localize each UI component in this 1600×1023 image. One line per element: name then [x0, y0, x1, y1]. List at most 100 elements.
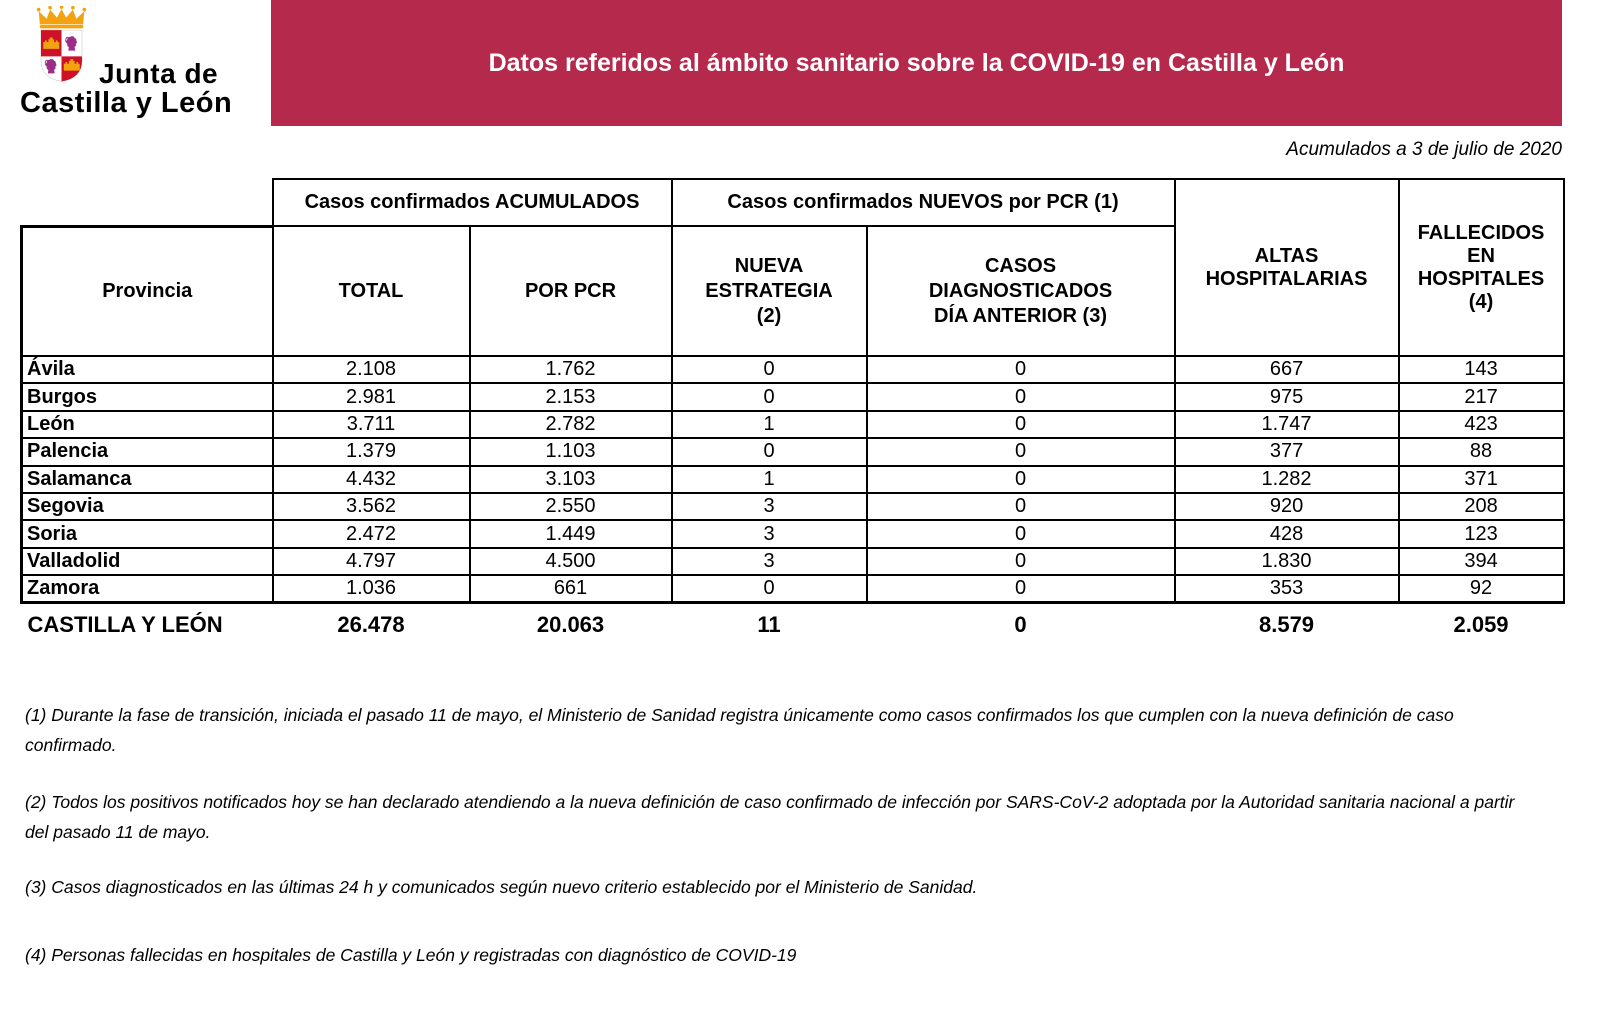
cell-total: 3.711 [271, 409, 471, 440]
table-row: Burgos 2.981 2.153 0 0 975 217 [20, 382, 1565, 412]
col-header-fallecidos: FALLECIDOS EN HOSPITALES (4) [1397, 178, 1565, 357]
total-altas: 8.579 [1258, 612, 1315, 638]
header-spacer [22, 179, 273, 226]
cell-diag-dia-anterior: 0 [865, 546, 1176, 577]
logo-text-line2: Castilla y León [20, 87, 233, 119]
total-nueva-estrategia: 11 [757, 612, 781, 638]
cell-total: 4.797 [271, 546, 471, 577]
cell-nueva-estrategia: 3 [670, 519, 868, 549]
cell-nueva-estrategia: 1 [670, 409, 868, 440]
cell-por-pcr: 661 [468, 574, 673, 605]
cell-diag-dia-anterior: 0 [865, 519, 1176, 549]
cell-altas: 1.747 [1173, 409, 1400, 440]
footnote-2: (2) Todos los positivos notificados hoy … [25, 792, 1515, 842]
table-row: Palencia 1.379 1.103 0 0 377 88 [20, 437, 1565, 467]
footnote-1: (1) Durante la fase de transición, inici… [25, 705, 1454, 755]
col-header-por-pcr: POR PCR [468, 225, 673, 357]
footnote-3: (3) Casos diagnosticados en las últimas … [25, 877, 978, 897]
col-header-nueva-estrategia: NUEVA ESTRATEGIA (2) [670, 225, 868, 357]
cell-diag-dia-anterior: 0 [865, 382, 1176, 412]
cell-nueva-estrategia: 0 [670, 437, 868, 467]
cell-nueva-estrategia: 0 [670, 354, 868, 385]
cell-nueva-estrategia: 0 [670, 382, 868, 412]
covid-table-wrapper: Casos confirmados ACUMULADOS Casos confi… [20, 178, 1565, 647]
table-row: León 3.711 2.782 1 0 1.747 423 [20, 409, 1565, 440]
group-header-nuevos: Casos confirmados NUEVOS por PCR (1) [670, 178, 1176, 227]
total-fallecidos: 2.059 [1453, 612, 1509, 638]
cell-nueva-estrategia: 1 [670, 464, 868, 494]
cell-provincia: Soria [20, 519, 274, 549]
cell-provincia: Valladolid [20, 546, 274, 577]
col-header-total: TOTAL [271, 225, 471, 357]
date-note: Acumulados a 3 de julio de 2020 [1286, 139, 1562, 160]
logo-text-line1: Junta de [99, 58, 219, 89]
cell-por-pcr: 4.500 [468, 546, 673, 577]
cell-diag-dia-anterior: 0 [865, 354, 1176, 385]
footnote-4: (4) Personas fallecidas en hospitales de… [25, 945, 797, 965]
cell-altas: 428 [1173, 519, 1400, 549]
group-header-row: Casos confirmados ACUMULADOS Casos confi… [22, 178, 1565, 357]
col-header-altas: ALTAS HOSPITALARIAS [1173, 178, 1400, 357]
cell-por-pcr: 2.153 [468, 382, 673, 412]
cell-provincia: Burgos [20, 382, 274, 412]
cell-altas: 667 [1173, 354, 1400, 385]
cell-provincia: Ávila [20, 354, 274, 385]
cell-por-pcr: 1.103 [468, 437, 673, 467]
cell-por-pcr: 1.449 [468, 519, 673, 549]
cell-total: 2.981 [271, 382, 471, 412]
cell-diag-dia-anterior: 0 [865, 464, 1176, 494]
table-body: Ávila 2.108 1.762 0 0 667 143 Burgos 2.981 2.153 0… [20, 354, 1565, 605]
junta-castilla-leon-crest-icon [36, 6, 87, 82]
cell-altas: 377 [1173, 437, 1400, 467]
cell-provincia: Segovia [20, 491, 274, 522]
cell-provincia: Zamora [20, 574, 274, 605]
table-row: Valladolid 4.797 4.500 3 0 1.830 394 [20, 546, 1565, 577]
page-title: Datos referidos al ámbito sanitario sobr… [488, 48, 1345, 77]
cell-fallecidos: 143 [1397, 354, 1565, 385]
cell-por-pcr: 2.550 [468, 491, 673, 522]
table-row: Soria 2.472 1.449 3 0 428 123 [20, 519, 1565, 549]
column-header-row: Provincia TOTAL POR PCR NUEVA ESTRATEGIA… [20, 224, 1564, 357]
cell-altas: 1.282 [1173, 464, 1400, 494]
cell-fallecidos: 123 [1397, 519, 1565, 549]
cell-por-pcr: 3.103 [468, 464, 673, 494]
cell-altas: 353 [1173, 574, 1400, 605]
col-header-diag-dia-anterior: CASOS DIAGNOSTICADOS DÍA ANTERIOR (3) [865, 225, 1176, 357]
table-row: Segovia 3.562 2.550 3 0 920 208 [20, 491, 1565, 522]
cell-total: 2.108 [271, 354, 471, 385]
cell-diag-dia-anterior: 0 [865, 409, 1176, 440]
cell-fallecidos: 217 [1397, 382, 1565, 412]
cell-total: 3.562 [271, 491, 471, 522]
total-row: CASTILLA Y LEÓN 26.478 20.063 11 0 8.579… [22, 603, 1564, 647]
cell-provincia: León [20, 409, 274, 440]
total-label: CASTILLA Y LEÓN [27, 612, 223, 638]
table-row: Zamora 1.036 661 0 0 353 92 [20, 574, 1565, 605]
cell-provincia: Palencia [20, 437, 274, 467]
cell-por-pcr: 2.782 [468, 409, 673, 440]
table-row: Salamanca 4.432 3.103 1 0 1.282 371 [20, 464, 1565, 494]
cell-provincia: Salamanca [20, 464, 274, 494]
cell-fallecidos: 371 [1397, 464, 1565, 494]
table-row: Ávila 2.108 1.762 0 0 667 143 [20, 354, 1565, 385]
cell-altas: 975 [1173, 382, 1400, 412]
total-por-pcr: 20.063 [536, 612, 605, 638]
total-diag-dia-anterior: 0 [1014, 612, 1027, 638]
cell-fallecidos: 423 [1397, 409, 1565, 440]
cell-nueva-estrategia: 3 [670, 491, 868, 522]
cell-fallecidos: 208 [1397, 491, 1565, 522]
cell-nueva-estrategia: 0 [670, 574, 868, 605]
cell-total: 4.432 [271, 464, 471, 494]
cell-diag-dia-anterior: 0 [865, 437, 1176, 467]
covid-table: Casos confirmados ACUMULADOS Casos confi… [20, 178, 1565, 647]
cell-fallecidos: 394 [1397, 546, 1565, 577]
cell-altas: 920 [1173, 491, 1400, 522]
total-total: 26.478 [337, 612, 405, 638]
cell-fallecidos: 88 [1397, 437, 1565, 467]
cell-diag-dia-anterior: 0 [865, 491, 1176, 522]
cell-altas: 1.830 [1173, 546, 1400, 577]
col-header-provincia: Provincia [20, 224, 274, 357]
banner: Datos referidos al ámbito sanitario sobr… [271, 0, 1562, 126]
cell-nueva-estrategia: 3 [670, 546, 868, 577]
group-header-acumulados: Casos confirmados ACUMULADOS [271, 178, 673, 227]
